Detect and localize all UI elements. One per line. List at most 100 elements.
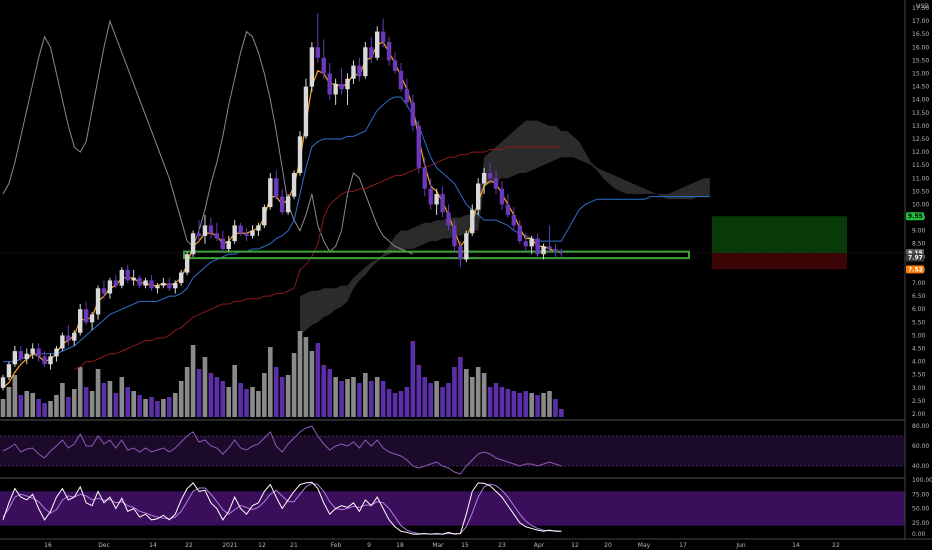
candle-body [196,233,202,236]
price-tick-label: 15.00 [912,70,929,77]
volume-bar [398,391,404,417]
price-tick-label: 6.50 [912,293,926,300]
candle-body [149,280,154,289]
volume-bar [214,377,220,417]
price-tag-box [906,265,924,274]
volume-bar [232,365,237,417]
price-tick-label: 15.50 [912,57,929,64]
volume-bar [30,393,35,417]
volume-bar [410,341,416,417]
volume-bar [273,367,279,417]
candle-body [303,86,309,137]
volume-bar [434,381,439,417]
volume-bar [458,357,463,417]
volume-bar [529,393,534,417]
time-tick-label: 12 [258,542,266,549]
candle-body [458,246,463,260]
price-tick-label: 10.50 [912,188,929,195]
price-tick-label: 12.50 [912,136,929,143]
rsi-line [2,425,562,475]
price-tick-label: 16.00 [912,44,929,51]
price-tick-label: 9.00 [912,228,926,235]
candle-body [161,283,166,286]
candle-body [95,288,101,315]
candle-body [279,196,285,213]
candle-body [238,225,243,234]
candle-body [89,314,95,323]
candle-body [428,188,433,205]
volume-bar [291,353,297,417]
volume-bar [77,367,83,417]
candle-body [184,254,190,273]
volume-bar [297,331,303,417]
candle-body [321,57,326,74]
volume-bar [309,351,315,417]
volume-bar [184,367,190,417]
volume-bar [446,383,451,417]
candle-body [179,272,184,284]
support-zone[interactable] [183,250,690,260]
price-tag-label: 7.52 [908,266,923,273]
time-tick-label: 14 [149,542,157,549]
candle-body [48,356,53,365]
volume-bar [250,387,255,417]
candle-body [72,332,77,341]
candle-body [440,193,445,213]
candle-body [6,364,12,378]
volume-bar [66,397,71,417]
time-tick-label: 9 [367,542,371,549]
time-tick-label: 14 [792,542,800,549]
kijun-line [3,96,562,363]
candle-body [208,225,214,234]
candle-body [220,238,225,249]
price-tick-label: 7.00 [912,280,926,287]
volume-bar [452,367,457,417]
candle-body [232,225,237,242]
candle-body [386,42,392,61]
candles [0,13,905,391]
volume-bar [422,377,428,417]
support-box [183,250,690,260]
candle-body [137,277,142,286]
volume-bar [464,369,469,417]
volume-bar [202,357,208,417]
price-tick-label: 10.00 [912,201,929,208]
currency-label: USD [916,3,929,10]
candle-body [143,280,148,286]
price-tick-label: 5.50 [912,319,926,326]
price-tick-label: 4.00 [912,359,926,366]
candle-body [357,65,362,77]
candle-body [404,89,410,103]
volume-bar [196,369,202,417]
volume-bar [18,395,24,417]
price-tick-label: 14.00 [912,97,929,104]
time-tick-label: 20 [604,542,612,549]
candle-body [380,31,386,43]
candle-body [18,351,24,359]
price-tick-label: 4.50 [912,346,926,353]
candle-body [256,225,261,231]
candle-body [327,73,332,95]
senkou-b-line [74,146,562,370]
volume-bar [42,403,47,417]
volume-bar [143,399,148,417]
candle-body [535,238,540,255]
candle-body [493,178,499,189]
candle-body [268,178,273,208]
candle-body [125,269,130,281]
candle-body [529,238,534,247]
time-tick-label: Mar [432,542,444,549]
trade-box[interactable] [712,216,847,270]
volume-bar [60,383,65,417]
stoch-d-line [2,482,562,535]
candle-body [410,102,416,126]
kijun-projection-line [560,196,710,242]
volume-bar [553,399,558,417]
candle-body [155,285,160,289]
time-tick-label: 21 [290,542,298,549]
volume-bar [244,389,249,417]
candle-body [78,309,83,333]
candle-body [333,83,338,95]
